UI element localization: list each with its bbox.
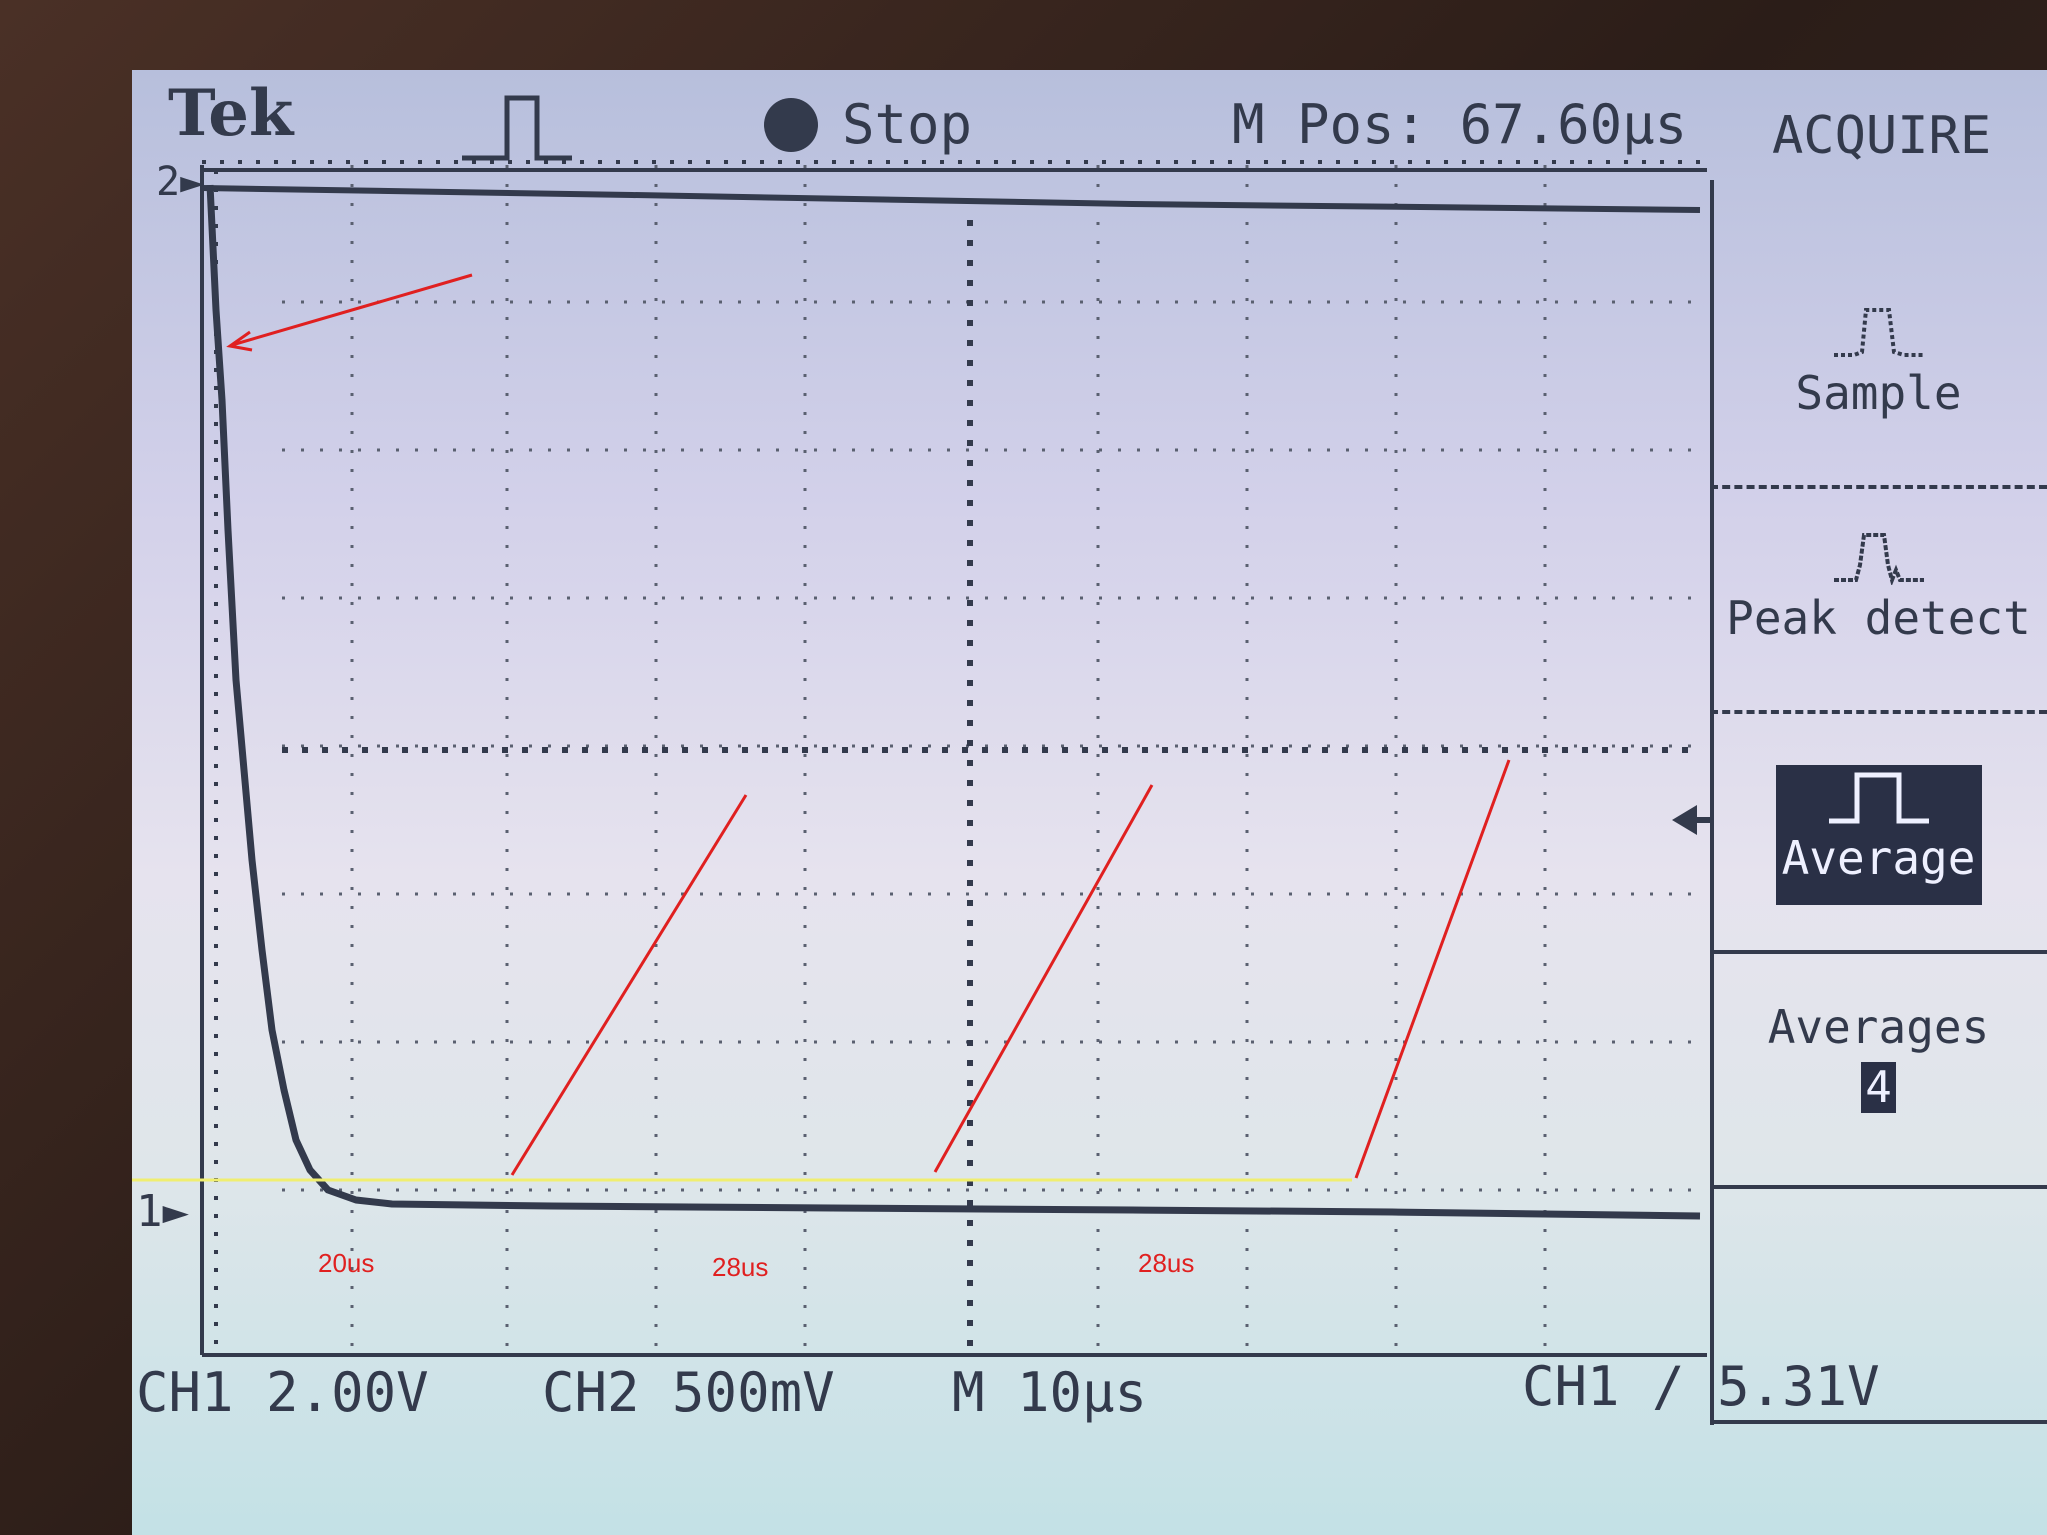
average-mode-label: Average	[1781, 831, 1976, 885]
timebase-readout: M 10µs	[952, 1361, 1148, 1424]
menu-title: ACQUIRE	[1772, 106, 1992, 166]
oscilloscope-screen: Tek Stop M Pos: 67.60µs ACQUIRE	[132, 70, 2047, 1535]
ch1-scale-readout: CH1 2.00V	[136, 1361, 429, 1424]
side-menu-divider	[1710, 180, 1714, 1425]
annotation-interval-3: 28us	[1138, 1248, 1195, 1278]
waveform-graticule	[132, 160, 1710, 1357]
ch1-ground-marker: 1►	[136, 1186, 189, 1237]
trigger-level-arrow	[1672, 805, 1697, 835]
stop-indicator-icon	[764, 98, 818, 152]
ch2-scale-readout: CH2 500mV	[542, 1361, 835, 1424]
red-annotation-arrows	[226, 273, 1511, 1179]
acquire-side-menu: Sample Peak detect Average Averages 4	[1710, 180, 2047, 1425]
annotation-interval-2: 28us	[712, 1252, 769, 1282]
sample-mode-button[interactable]: Sample	[1710, 300, 2047, 420]
top-tick-marks	[202, 160, 1707, 1350]
menu-separator	[1710, 1420, 2047, 1424]
sample-mode-icon	[1833, 308, 1924, 357]
menu-separator	[1710, 485, 2047, 489]
menu-separator	[1710, 1185, 2047, 1189]
annotation-interval-1: 20us	[318, 1248, 375, 1278]
center-axes	[282, 220, 1700, 1355]
horizontal-position-readout: M Pos: 67.60µs	[1232, 93, 1688, 156]
averages-count-button[interactable]: Averages 4	[1710, 1000, 2047, 1113]
peak-detect-icon	[1833, 533, 1924, 585]
average-mode-icon	[1828, 772, 1929, 824]
acquisition-status: Stop	[842, 93, 973, 156]
brand-logo: Tek	[168, 76, 294, 151]
sample-mode-label: Sample	[1795, 366, 1962, 420]
menu-separator	[1710, 950, 2047, 954]
menu-separator	[1710, 710, 2047, 714]
trigger-edge-icon	[462, 95, 572, 161]
grid-lines	[282, 165, 1700, 1350]
average-mode-button[interactable]: Average	[1710, 765, 2047, 905]
ch2-ground-marker: 2►	[156, 159, 205, 205]
average-selected-highlight: Average	[1775, 765, 1982, 905]
averages-value: 4	[1861, 1062, 1896, 1113]
trigger-readout: CH1 ∕ 5.31V	[1522, 1355, 1880, 1418]
peak-detect-button[interactable]: Peak detect	[1710, 525, 2047, 645]
averages-label: Averages	[1767, 1000, 1990, 1054]
peak-detect-label: Peak detect	[1726, 591, 2031, 645]
ch2-trace	[201, 185, 1701, 213]
ch1-trace	[206, 184, 1701, 1220]
graticule-border	[200, 165, 1707, 1357]
